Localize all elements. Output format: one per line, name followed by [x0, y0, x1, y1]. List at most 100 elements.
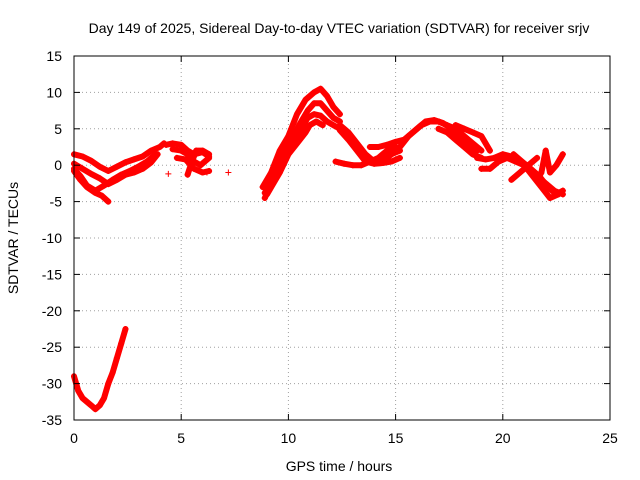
data-point [504, 154, 511, 161]
data-point [296, 129, 303, 136]
data-point [188, 158, 195, 165]
data-point [452, 122, 459, 129]
data-point [414, 125, 421, 132]
data-point [482, 156, 489, 163]
data-point [101, 182, 108, 189]
data-point [375, 144, 382, 150]
y-tick-label: -25 [42, 339, 62, 355]
data-point [96, 163, 103, 170]
data-point [469, 151, 476, 158]
data-point [495, 158, 502, 165]
data-point [270, 180, 277, 187]
data-point [276, 169, 283, 176]
data-point [336, 111, 343, 118]
data-point [75, 387, 82, 394]
data-point [105, 380, 112, 387]
x-tick-label: 10 [281, 430, 297, 446]
x-axis-label: GPS time / hours [286, 458, 393, 474]
series-seg-c4 [263, 118, 326, 198]
data-point [143, 158, 150, 165]
data-point [435, 125, 442, 132]
data-point [534, 176, 541, 183]
data-point [302, 96, 309, 103]
x-tick-label: 20 [495, 430, 511, 446]
x-tick-label: 0 [70, 430, 78, 446]
data-point [345, 136, 352, 143]
data-point [105, 198, 112, 205]
series-seg-e4 [508, 154, 541, 183]
data-point [148, 147, 155, 154]
data-point [469, 129, 476, 136]
data-point [113, 355, 120, 362]
data-point [431, 117, 438, 124]
data-point [392, 138, 399, 145]
series-seg-d7 [452, 122, 493, 154]
series-seg-b4 [184, 147, 213, 178]
data-point [336, 127, 343, 134]
data-point [452, 136, 459, 143]
data-point [178, 141, 185, 148]
data-point [546, 194, 553, 201]
stray-point [203, 169, 210, 176]
data-point [516, 169, 523, 176]
data-point [478, 165, 485, 172]
data-point [306, 122, 313, 129]
data-point [163, 141, 170, 148]
data-point [96, 402, 103, 409]
data-point [92, 189, 99, 196]
series-line [71, 168, 112, 205]
data-point [358, 162, 365, 169]
data-point [184, 171, 191, 178]
y-axis-label: SDTVAR / TECUs [5, 182, 21, 294]
data-point [323, 93, 330, 100]
data-point [486, 147, 493, 154]
data-point [276, 147, 283, 154]
stray-point [225, 169, 232, 176]
x-tick-label: 15 [388, 430, 404, 446]
data-point [542, 147, 549, 154]
data-point [349, 162, 356, 169]
data-point [79, 165, 86, 172]
data-point [491, 154, 498, 161]
data-point [206, 151, 213, 158]
data-point [486, 165, 493, 172]
data-point [311, 89, 318, 96]
data-point [311, 100, 318, 107]
data-point [559, 151, 566, 158]
data-point [88, 402, 95, 409]
data-point [444, 129, 451, 136]
data-point [384, 147, 391, 154]
data-point [538, 184, 545, 191]
data-point [293, 111, 300, 118]
data-point [101, 395, 108, 402]
data-point [384, 141, 391, 148]
data-point [396, 144, 403, 150]
series-seg-e5 [534, 147, 566, 183]
data-point [474, 154, 481, 161]
data-point [173, 154, 180, 161]
data-point [302, 129, 309, 136]
data-point [156, 144, 163, 150]
data-point [285, 133, 292, 140]
data-point [139, 153, 146, 160]
data-point [354, 147, 361, 154]
data-point [317, 112, 324, 119]
data-point [553, 162, 560, 169]
data-point [559, 187, 566, 194]
data-point [182, 156, 189, 163]
y-tick-label: -35 [42, 412, 62, 428]
data-point [366, 144, 373, 150]
data-point [197, 162, 204, 169]
data-point [118, 340, 125, 347]
data-point [341, 160, 348, 167]
data-point [122, 159, 129, 166]
data-point [77, 176, 84, 183]
data-point [448, 125, 455, 132]
y-tick-label: 15 [46, 48, 62, 64]
data-point [152, 151, 159, 158]
data-point [79, 153, 86, 160]
data-point [113, 163, 120, 170]
data-point [330, 122, 337, 129]
data-point [193, 147, 200, 154]
